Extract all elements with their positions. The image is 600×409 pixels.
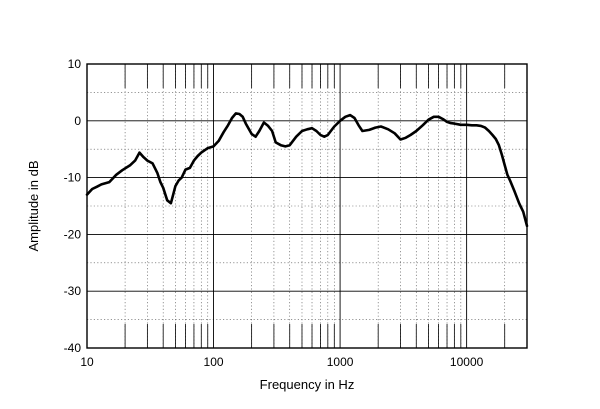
x-axis-title: Frequency in Hz xyxy=(260,377,355,392)
y-tick-label: 0 xyxy=(74,114,81,128)
x-tick-label: 10000 xyxy=(450,355,484,369)
x-tick-label: 10 xyxy=(80,355,94,369)
plot-frame xyxy=(86,63,528,349)
y-tick-label: -10 xyxy=(64,171,82,185)
x-tick-label: 1000 xyxy=(327,355,354,369)
response-curve-line xyxy=(85,112,529,228)
y-axis-title: Amplitude in dB xyxy=(26,160,41,251)
y-tick-label: -40 xyxy=(64,341,82,355)
y-tick-label: -30 xyxy=(64,284,82,298)
minor-gridlines xyxy=(87,64,528,348)
x-tick-label: 100 xyxy=(204,355,224,369)
y-tick-label: -20 xyxy=(64,227,82,241)
y-tick-label: 10 xyxy=(68,57,82,71)
